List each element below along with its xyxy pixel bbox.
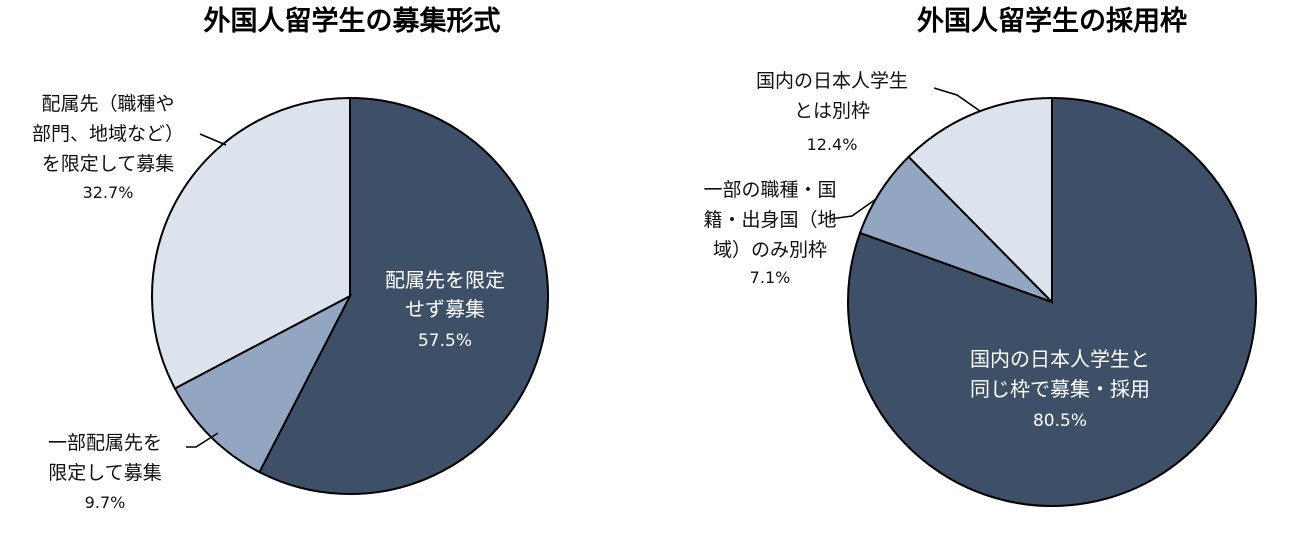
slice-label: 部門、地域など） [32,123,184,145]
slice-value-label: 12.4% [807,135,858,154]
leader-line [186,432,219,448]
slice-label: 国内の日本人学生 [756,70,908,92]
slice-label: を限定して募集 [42,153,174,175]
slice-label: 域）のみ別枠 [713,239,827,261]
slice-label: 配属先（職種や [41,93,174,115]
slice-value-label: 9.7% [85,493,126,512]
slice-label: 限定して募集 [48,462,161,484]
slice-label: とは別枠 [794,100,870,122]
slice-value-label: 57.5% [418,331,472,351]
slice-label: 一部の職種・国 [703,179,836,201]
slice-label: 同じ枠で募集・採用 [970,377,1150,401]
slice-label: 一部配属先を [48,432,162,454]
pie-slice-1 [258,96,550,495]
chart-title: 外国人留学生の採用枠 [917,5,1187,37]
slice-label: 配属先を限定 [385,268,505,292]
slice-label: 国内の日本人学生と [970,347,1150,371]
slice-value-label: 32.7% [83,183,134,202]
chart-title: 外国人留学生の募集形式 [204,5,501,37]
leader-line [199,133,227,146]
slice-label: せず募集 [405,297,485,321]
slice-value-label: 80.5% [1033,411,1087,431]
slice-value-label: 7.1% [750,268,791,287]
leader-line [829,198,877,220]
leader-line [933,87,981,112]
slice-label: 籍・出身国（地 [703,209,836,231]
pie-slice-3 [907,96,1053,305]
pie-slice-3 [151,96,351,390]
